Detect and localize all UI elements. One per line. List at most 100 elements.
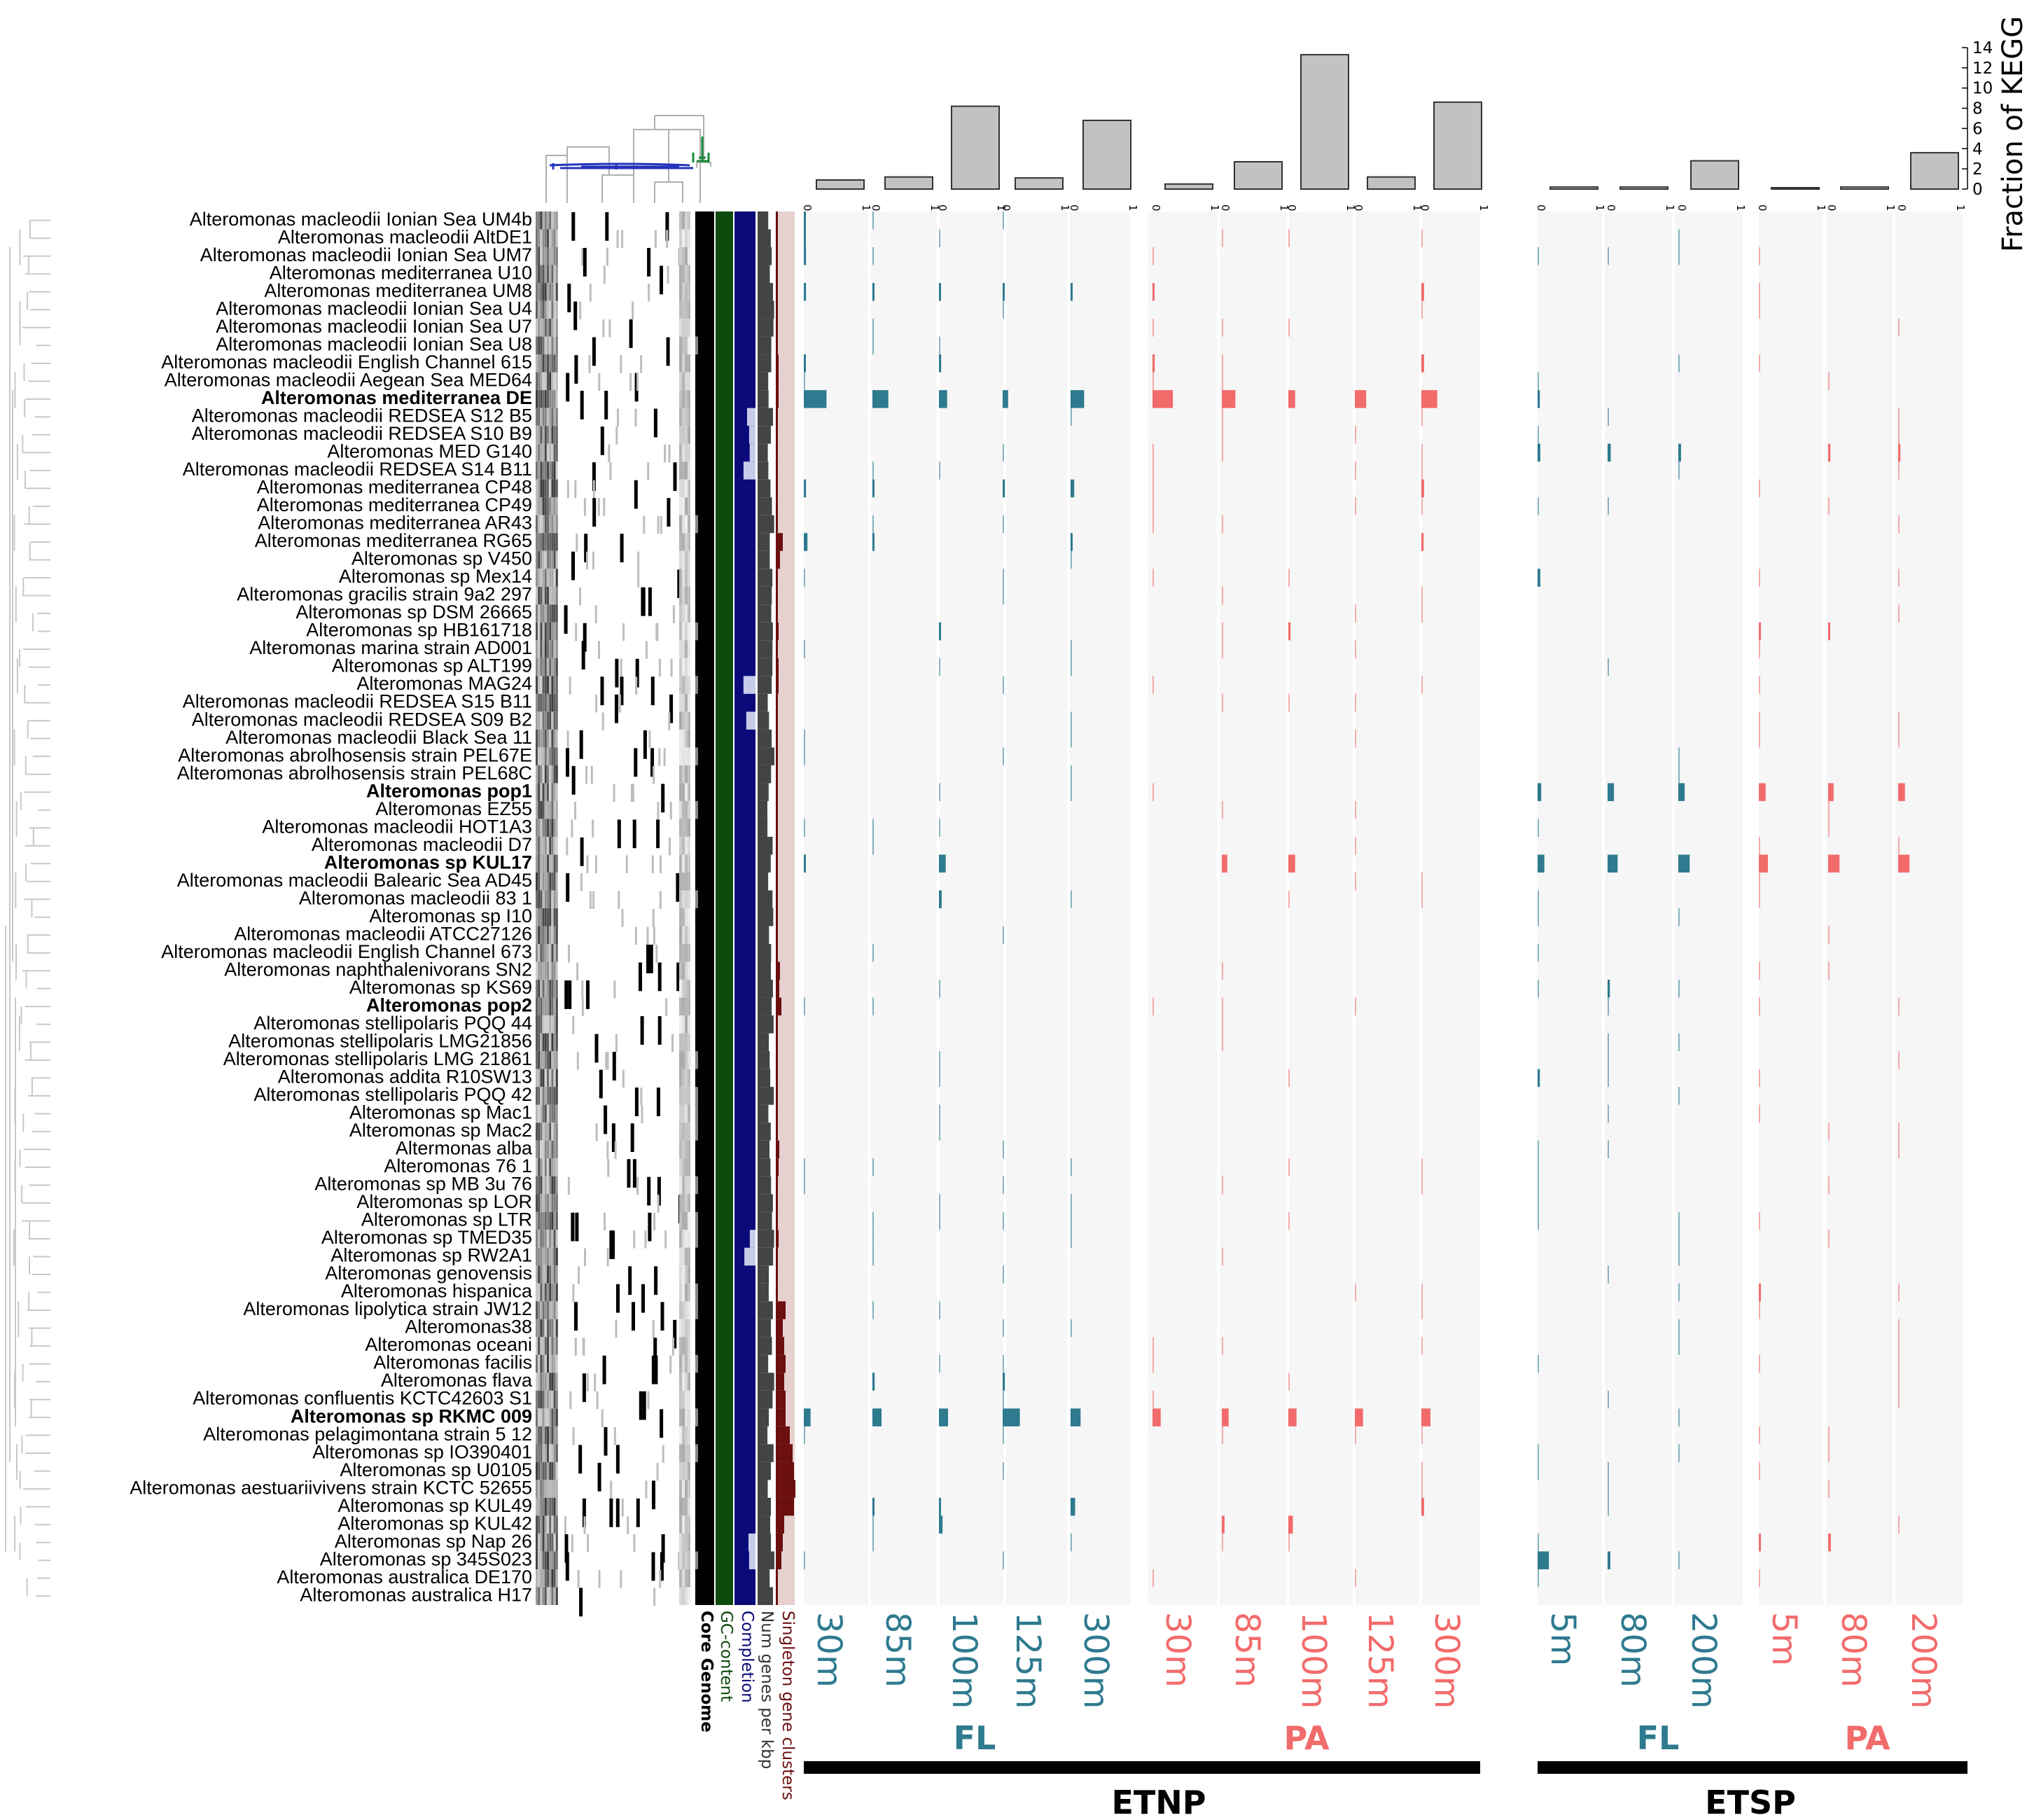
matrix-mark <box>620 676 624 706</box>
sample-value-bar <box>1759 854 1768 873</box>
matrix-cell <box>542 247 545 265</box>
sample-faint-tick <box>1828 819 1830 837</box>
singleton-cell <box>776 1230 779 1248</box>
matrix-cell <box>682 336 685 355</box>
genes-per-kbp-cell <box>758 1230 774 1248</box>
matrix-cell <box>679 569 682 587</box>
matrix-cell <box>685 390 688 408</box>
sample-faint-tick <box>1003 1176 1004 1195</box>
sample-tick-zero: 0 <box>1895 204 1908 211</box>
sample-faint-tick <box>1759 729 1760 748</box>
genome-label: Alteromonas abrolhosensis strain PEL68C <box>177 763 532 784</box>
matrix-mark <box>592 480 595 499</box>
matrix-row <box>536 1319 690 1349</box>
sample-faint-tick <box>1222 426 1223 444</box>
matrix-cell <box>685 1104 688 1123</box>
sample-faint-tick <box>1898 1051 1900 1069</box>
matrix-cell <box>547 1211 549 1230</box>
matrix-mark <box>641 1105 643 1124</box>
matrix-cell <box>685 854 688 873</box>
matrix-cell <box>544 390 547 408</box>
matrix-cell <box>547 1140 549 1159</box>
matrix-mark <box>634 1088 639 1116</box>
matrix-cell <box>542 1480 545 1498</box>
top-tree-blue-clade <box>549 162 693 169</box>
sample-faint-tick <box>1759 300 1760 319</box>
matrix-cell <box>538 1087 541 1105</box>
genome-label: Alteromonas sp RKMC 009 <box>291 1405 532 1426</box>
top-tree-green-clade <box>692 137 710 162</box>
matrix-row <box>536 676 690 706</box>
matrix-cell <box>549 1211 552 1230</box>
matrix-cell <box>679 1390 682 1409</box>
matrix-cell <box>547 819 549 837</box>
matrix-cell <box>551 390 554 408</box>
sample-faint-tick <box>1421 229 1423 248</box>
matrix-cell <box>551 1087 554 1105</box>
sample-tick-zero: 0 <box>870 204 882 211</box>
matrix-cell <box>688 729 690 748</box>
matrix-cell <box>540 1247 543 1266</box>
matrix-cell <box>549 300 552 319</box>
sample-value-bar <box>939 390 947 408</box>
sample-faint-tick <box>1898 1390 1900 1409</box>
singleton-cell <box>776 658 779 676</box>
matrix-mark <box>615 1034 618 1053</box>
matrix-row <box>536 497 690 527</box>
matrix-cell <box>688 283 690 301</box>
matrix-cell <box>536 247 538 265</box>
matrix-cell <box>551 890 554 909</box>
singleton-cell <box>776 676 779 694</box>
matrix-cell <box>549 426 552 444</box>
matrix-cell <box>551 1569 554 1588</box>
matrix-cell <box>688 390 690 408</box>
matrix-cell <box>555 1230 558 1248</box>
matrix-cell <box>685 586 688 605</box>
matrix-cell <box>549 586 552 605</box>
genes-per-kbp-cell <box>758 729 772 748</box>
genome-label: Alteromonas macleodii Ionian Sea U4 <box>216 298 532 319</box>
matrix-cell <box>549 961 552 980</box>
matrix-cell <box>685 1551 688 1570</box>
sample-value-bar <box>804 229 806 248</box>
matrix-cell <box>682 586 685 605</box>
genes-per-kbp-cell <box>758 497 772 515</box>
matrix-cell <box>549 443 552 462</box>
matrix-cell <box>542 1515 545 1534</box>
sample-faint-tick <box>1678 908 1680 926</box>
matrix-row <box>536 926 690 945</box>
sample-faint-tick <box>1355 640 1356 658</box>
sample-faint-tick <box>1608 1104 1609 1123</box>
matrix-cell <box>555 1587 558 1606</box>
matrix-cell <box>544 800 547 819</box>
matrix-cell <box>549 1247 552 1266</box>
matrix-row <box>536 711 690 730</box>
matrix-cell <box>540 890 543 909</box>
matrix-cell <box>551 1158 554 1176</box>
matrix-cell <box>555 265 558 284</box>
core-genome-cell <box>695 1211 698 1230</box>
matrix-row <box>536 408 690 438</box>
genome-label: Alteromonas stellipolaris PQQ 42 <box>253 1084 532 1105</box>
sample-faint-tick <box>1898 426 1900 444</box>
matrix-cell <box>540 372 543 391</box>
matrix-cell <box>553 1104 556 1123</box>
matrix-cell <box>679 1301 682 1319</box>
sample-faint-tick <box>1678 1551 1680 1569</box>
matrix-mark <box>604 1212 606 1231</box>
matrix-cell <box>679 300 682 319</box>
matrix-cell <box>685 461 688 480</box>
matrix-cell <box>555 1551 558 1570</box>
matrix-cell <box>540 300 543 319</box>
sample-faint-tick <box>1421 604 1423 623</box>
matrix-cell <box>679 1158 682 1176</box>
matrix-mark <box>637 569 640 588</box>
matrix-mark <box>657 1195 660 1213</box>
sample-faint-tick <box>1152 319 1154 337</box>
completion-gap <box>749 443 755 462</box>
sample-tick-one: 1 <box>1477 204 1490 211</box>
sample-faint-tick <box>939 1194 940 1212</box>
matrix-mark <box>597 1462 601 1492</box>
matrix-cell <box>682 747 685 765</box>
singleton-cell <box>776 1104 778 1123</box>
